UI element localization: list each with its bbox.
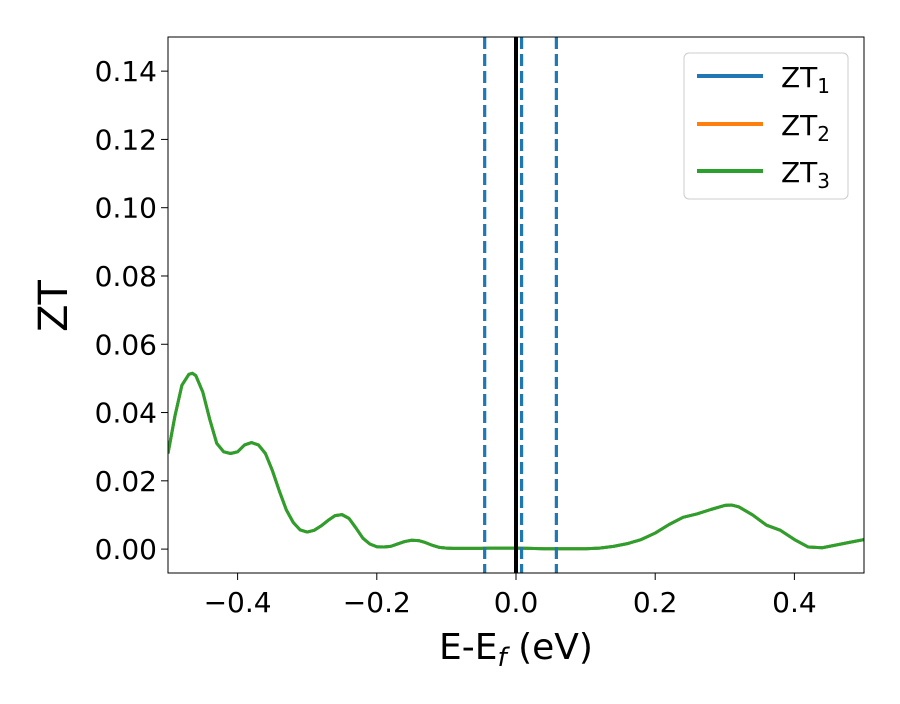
axes: −0.4 −0.2 0.0 0.2 0.4 0.00 0.02 0.04 0.06 0.08 0.1… xyxy=(95,55,817,619)
y-tick-label: 0.04 xyxy=(95,397,157,430)
x-tick-label: 0.2 xyxy=(633,586,678,619)
plot-area xyxy=(168,37,864,573)
y-tick-label: 0.00 xyxy=(95,533,157,566)
x-tick-label: −0.4 xyxy=(204,586,272,619)
y-tick-label: 0.02 xyxy=(95,465,157,498)
y-tick-label: 0.08 xyxy=(95,260,157,293)
legend-label-zt1: ZT1 xyxy=(781,61,830,98)
y-tick-label: 0.14 xyxy=(95,55,157,88)
y-tick-label: 0.06 xyxy=(95,328,157,361)
x-axis-label: E-Ef (eV) xyxy=(439,627,593,673)
series-line-zt3 xyxy=(168,371,864,551)
y-tick-label: 0.10 xyxy=(95,192,157,225)
legend-label-zt2: ZT2 xyxy=(781,109,830,146)
legend-label-zt3: ZT3 xyxy=(781,156,830,193)
x-axis-label-unit: (eV) xyxy=(507,627,593,668)
x-tick-label: −0.2 xyxy=(343,586,411,619)
x-axis-label-main: E-E xyxy=(439,627,497,668)
legend-box xyxy=(683,52,849,200)
legend: ZT1 ZT2 ZT3 xyxy=(683,52,849,200)
y-axis-label: ZT xyxy=(31,280,77,332)
y-tick-label: 0.12 xyxy=(95,123,157,156)
x-tick-label: 0.0 xyxy=(494,586,539,619)
x-tick-label: 0.4 xyxy=(772,586,817,619)
